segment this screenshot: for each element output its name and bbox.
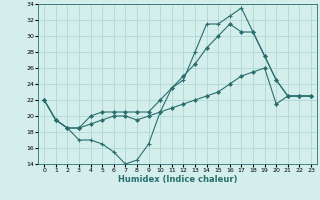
X-axis label: Humidex (Indice chaleur): Humidex (Indice chaleur) (118, 175, 237, 184)
